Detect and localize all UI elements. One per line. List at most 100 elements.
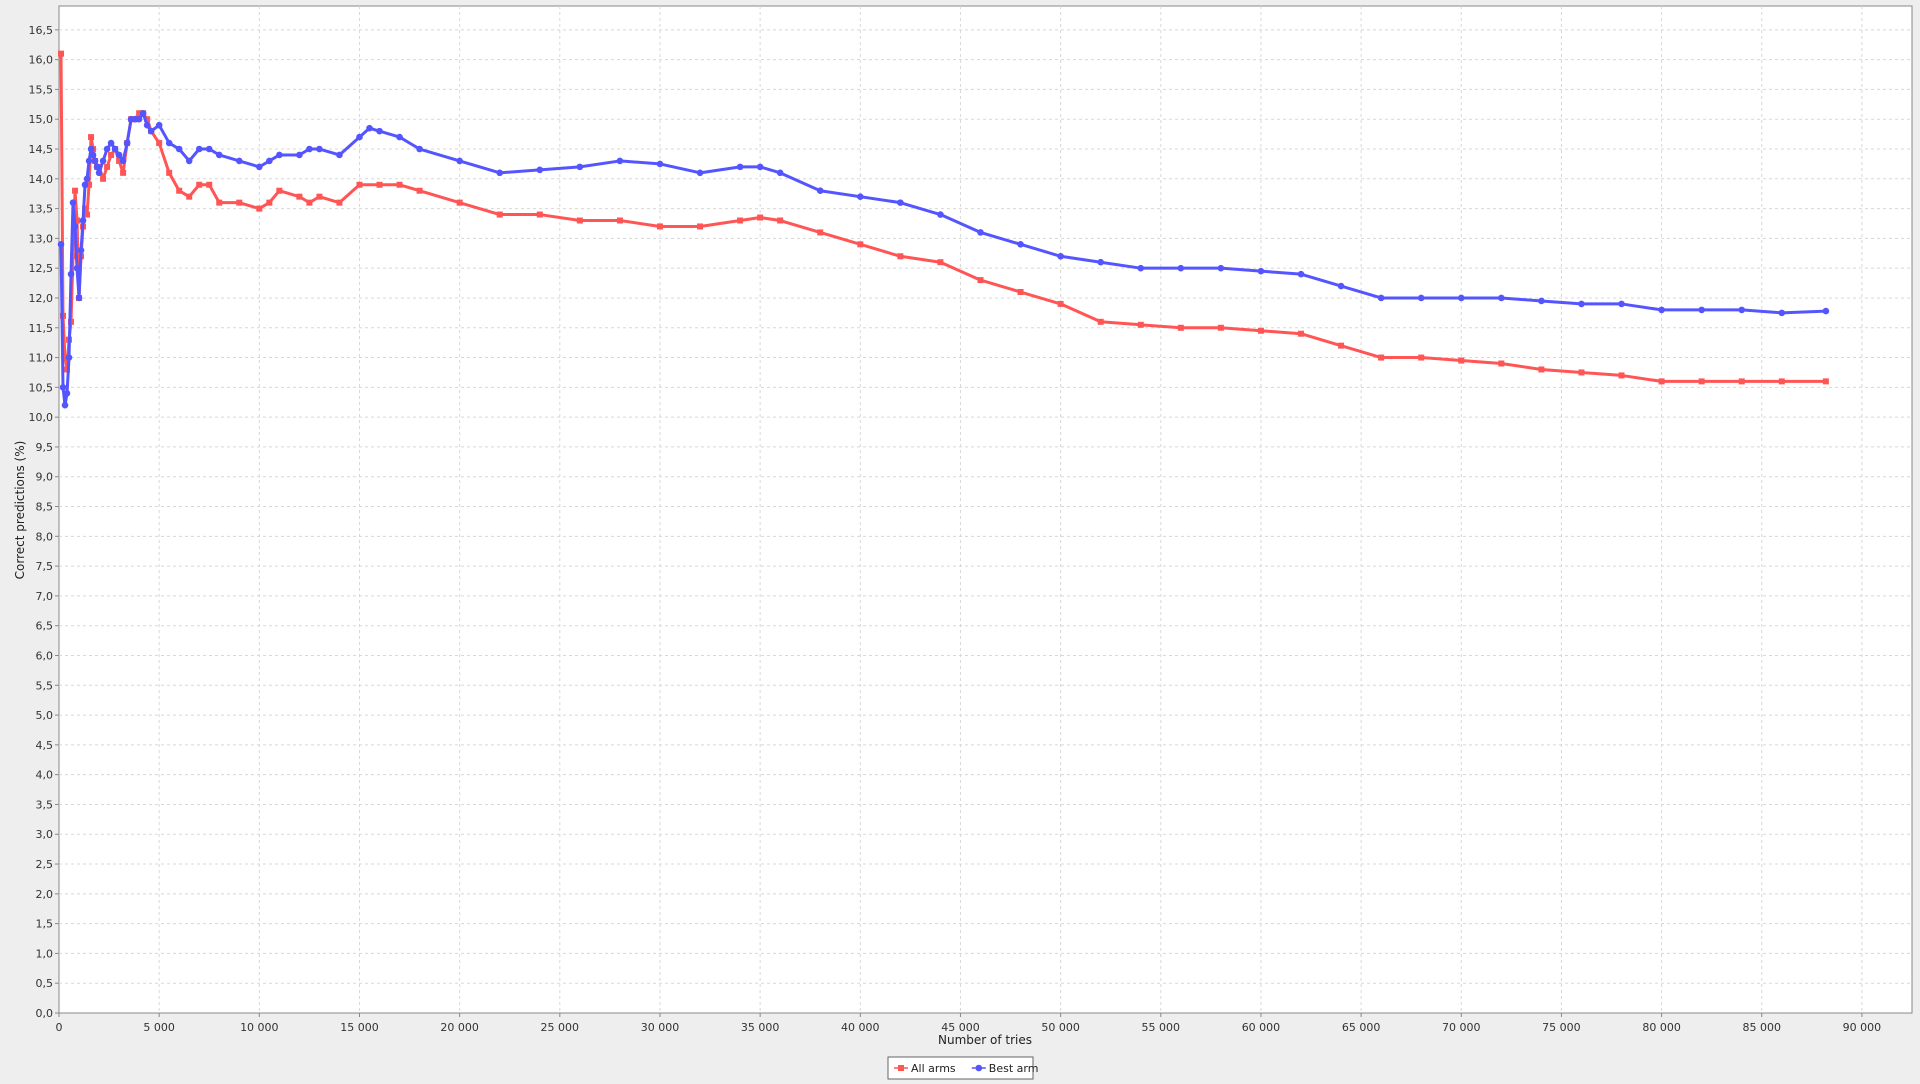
data-point bbox=[536, 211, 543, 218]
data-point bbox=[206, 181, 213, 188]
data-point bbox=[65, 354, 73, 361]
data-point bbox=[1458, 357, 1465, 364]
data-point bbox=[195, 145, 203, 153]
data-point bbox=[1057, 300, 1064, 307]
data-point bbox=[139, 109, 147, 117]
grid-lines bbox=[59, 6, 1912, 1013]
data-point bbox=[1618, 372, 1625, 379]
data-point bbox=[175, 145, 183, 153]
data-point bbox=[1177, 264, 1185, 272]
x-tick-label: 45 000 bbox=[941, 1021, 980, 1034]
y-tick-label: 4,0 bbox=[36, 769, 54, 782]
y-tick-label: 4,5 bbox=[36, 739, 54, 752]
y-tick-label: 12,0 bbox=[29, 292, 54, 305]
data-point bbox=[897, 253, 904, 260]
data-point bbox=[1217, 324, 1224, 331]
data-point bbox=[143, 121, 151, 129]
data-point bbox=[1498, 360, 1505, 367]
data-point bbox=[697, 223, 704, 230]
data-point bbox=[1298, 330, 1305, 337]
data-point bbox=[1457, 294, 1465, 302]
data-point bbox=[74, 217, 81, 224]
y-tick-label: 7,0 bbox=[36, 590, 54, 603]
data-point bbox=[176, 187, 183, 194]
x-tick-label: 0 bbox=[56, 1021, 63, 1034]
axes: 0,0 0,5 1,0 1,5 2,0 2,5 3,0 3,5 4,0 4,5 5,0 5,5 6,0 6… bbox=[29, 24, 1882, 1034]
data-point bbox=[757, 214, 764, 221]
x-tick-label: 20 000 bbox=[440, 1021, 479, 1034]
y-tick-label: 0,5 bbox=[36, 977, 54, 990]
data-point bbox=[977, 277, 984, 284]
data-point bbox=[1538, 297, 1545, 305]
y-tick-label: 8,0 bbox=[36, 530, 54, 543]
data-point bbox=[456, 157, 463, 165]
data-point bbox=[235, 157, 243, 165]
x-tick-label: 90 000 bbox=[1843, 1021, 1882, 1034]
data-point bbox=[496, 211, 503, 218]
data-point bbox=[135, 115, 143, 123]
data-point bbox=[1822, 307, 1830, 315]
data-point bbox=[256, 205, 263, 212]
data-point bbox=[123, 139, 131, 147]
data-point bbox=[1778, 309, 1786, 317]
data-point bbox=[1297, 270, 1305, 278]
data-point bbox=[155, 121, 163, 129]
data-point bbox=[1417, 294, 1425, 302]
data-point bbox=[84, 211, 91, 218]
x-tick-label: 70 000 bbox=[1442, 1021, 1481, 1034]
y-tick-label: 8,5 bbox=[36, 501, 54, 514]
data-point bbox=[205, 145, 213, 153]
y-tick-label: 3,5 bbox=[36, 798, 54, 811]
data-point bbox=[856, 193, 864, 200]
data-point bbox=[1738, 378, 1745, 385]
data-point bbox=[576, 163, 584, 171]
data-point bbox=[296, 151, 303, 159]
data-point bbox=[120, 169, 127, 176]
data-point bbox=[1578, 369, 1585, 376]
data-point bbox=[1538, 366, 1545, 373]
y-tick-label: 13,0 bbox=[29, 232, 54, 245]
data-point bbox=[266, 199, 273, 206]
data-point bbox=[87, 145, 95, 153]
y-tick-label: 2,5 bbox=[36, 858, 54, 871]
data-point bbox=[897, 199, 904, 206]
y-tick-label: 15,0 bbox=[29, 113, 54, 126]
data-point bbox=[656, 160, 664, 168]
data-point bbox=[376, 127, 383, 135]
data-point bbox=[111, 145, 119, 153]
data-point bbox=[1017, 289, 1024, 296]
x-tick-label: 25 000 bbox=[541, 1021, 580, 1034]
data-point bbox=[75, 294, 83, 302]
x-tick-label: 65 000 bbox=[1342, 1021, 1381, 1034]
data-point bbox=[108, 151, 115, 158]
data-point bbox=[356, 181, 363, 188]
data-point bbox=[656, 223, 663, 230]
x-tick-label: 55 000 bbox=[1142, 1021, 1181, 1034]
data-point bbox=[156, 140, 163, 147]
data-point bbox=[79, 217, 87, 224]
legend-item: Best arm bbox=[971, 1062, 1038, 1075]
data-point bbox=[104, 163, 111, 170]
data-point bbox=[186, 193, 193, 200]
data-point bbox=[1137, 321, 1144, 328]
y-tick-label: 9,5 bbox=[36, 441, 54, 454]
data-point bbox=[73, 264, 81, 272]
data-point bbox=[1578, 300, 1585, 308]
data-point bbox=[216, 199, 223, 206]
y-tick-label: 14,0 bbox=[29, 173, 54, 186]
data-point bbox=[336, 199, 343, 206]
y-tick-label: 1,0 bbox=[36, 947, 54, 960]
data-point bbox=[107, 139, 115, 147]
data-point bbox=[136, 110, 143, 117]
x-tick-label: 50 000 bbox=[1041, 1021, 1080, 1034]
data-point bbox=[99, 157, 107, 165]
x-tick-label: 85 000 bbox=[1743, 1021, 1782, 1034]
data-point bbox=[63, 390, 71, 397]
data-point bbox=[1338, 342, 1345, 349]
data-point bbox=[116, 157, 123, 164]
legend-swatch bbox=[975, 1064, 983, 1072]
data-point bbox=[67, 270, 75, 278]
data-point bbox=[376, 181, 383, 188]
data-point bbox=[276, 187, 283, 194]
